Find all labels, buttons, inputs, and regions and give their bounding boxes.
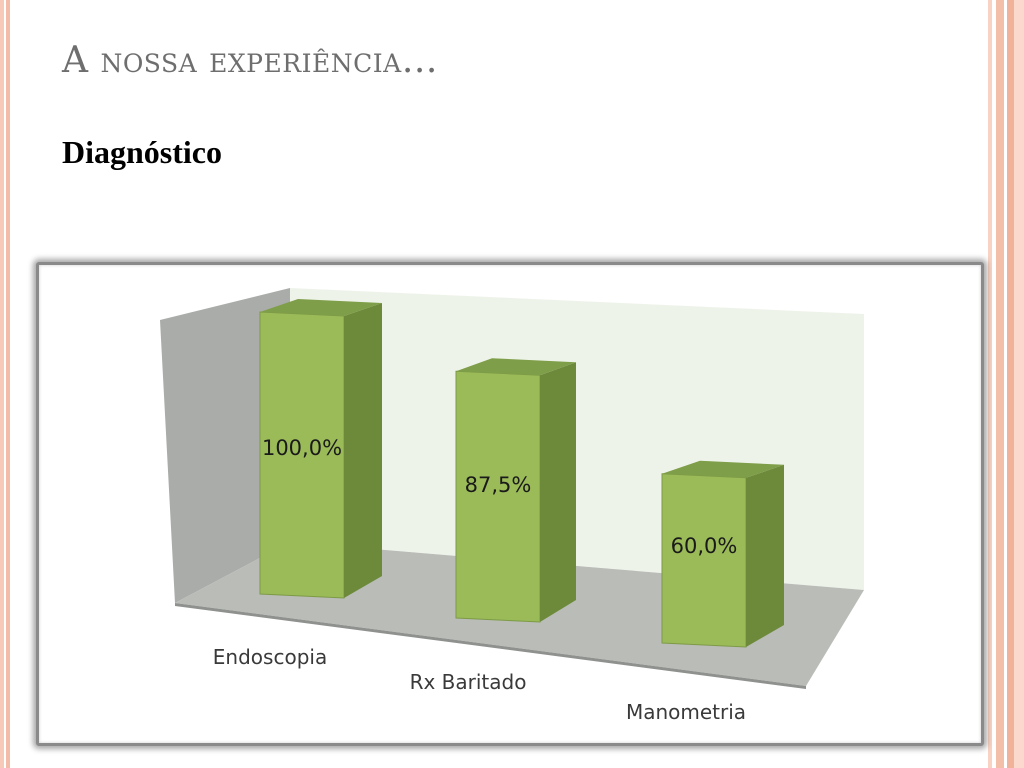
category-label: Endoscopia (213, 645, 327, 669)
right-decorative-stripes (978, 0, 1024, 768)
data-label: 87,5% (465, 473, 532, 497)
bar-top-endoscopia (260, 299, 382, 316)
bar-top-rx-baritado (456, 358, 576, 376)
slide-subtitle: Diagnóstico (62, 134, 222, 170)
bar-side-rx-baritado (540, 362, 576, 622)
left-decorative-strip (0, 0, 10, 768)
slide-title: A nossa experiência… (62, 40, 439, 81)
chart-floor-edge (175, 603, 806, 689)
chart-bars: 100,0% 87,5% 60,0% (259, 299, 784, 648)
bar-side-endoscopia (344, 303, 382, 598)
bar-front-manometria (661, 473, 747, 648)
data-label: 60,0% (671, 534, 738, 558)
category-label: Manometria (626, 700, 746, 724)
chart-side-wall (160, 288, 290, 603)
chart-category-labels: Endoscopia Rx Baritado Manometria (213, 645, 746, 724)
category-label: Rx Baritado (410, 670, 527, 694)
data-label: 100,0% (262, 436, 342, 460)
bar-side-manometria (746, 464, 784, 647)
bar-top-manometria (662, 460, 784, 478)
